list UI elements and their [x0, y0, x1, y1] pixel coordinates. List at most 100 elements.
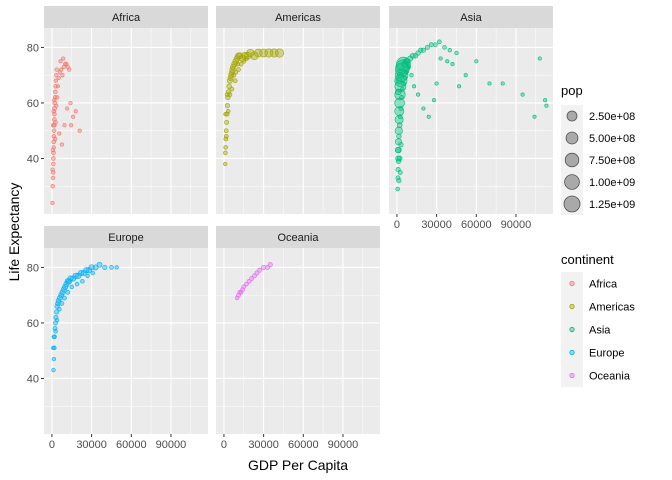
data-point — [236, 52, 244, 60]
panel-background — [389, 28, 553, 214]
color-legend-symbol — [569, 303, 575, 310]
data-point — [59, 67, 64, 72]
data-point — [416, 92, 421, 97]
facet-strip-label: Europe — [108, 232, 143, 244]
data-point — [396, 122, 403, 129]
facet-strip-label: Americas — [275, 12, 321, 24]
data-point — [50, 147, 56, 153]
data-point — [50, 175, 56, 181]
size-legend-label: 1.25e+09 — [589, 199, 635, 211]
data-point — [537, 56, 542, 61]
y-tick-label: 60 — [27, 98, 39, 110]
data-point — [223, 133, 229, 139]
data-point — [69, 284, 75, 290]
data-point — [442, 45, 447, 50]
data-point — [71, 114, 76, 119]
facet-strip — [216, 6, 380, 28]
y-tick-label: 40 — [27, 373, 39, 385]
data-point — [77, 128, 82, 133]
x-tick-label: 90000 — [156, 439, 187, 451]
data-point — [394, 106, 405, 117]
data-point — [244, 281, 249, 287]
facet-strip-label: Africa — [112, 12, 141, 24]
facet-strip — [44, 6, 208, 28]
data-point — [58, 59, 63, 64]
data-point — [487, 81, 492, 86]
data-point — [57, 131, 62, 136]
color-legend-title: continent — [561, 252, 614, 267]
data-point — [267, 262, 273, 268]
data-point — [397, 114, 403, 120]
data-point — [428, 42, 434, 48]
data-point — [62, 123, 67, 128]
data-point — [398, 106, 404, 111]
x-tick-label: 30000 — [421, 219, 452, 231]
data-point — [394, 115, 404, 125]
panel-background — [44, 28, 208, 214]
data-point — [395, 186, 400, 192]
data-point — [224, 119, 230, 125]
panel-background — [216, 248, 380, 434]
facet-strip — [44, 226, 208, 248]
data-point — [88, 264, 95, 271]
color-legend-label: Africa — [589, 279, 618, 291]
data-point — [50, 200, 55, 205]
x-tick-label: 60000 — [461, 219, 492, 231]
data-point — [224, 103, 230, 109]
data-point — [59, 289, 66, 296]
x-tick-label: 90000 — [328, 439, 359, 451]
data-point — [102, 264, 108, 270]
data-point — [544, 103, 549, 108]
data-point — [431, 98, 437, 103]
x-tick-label: 60000 — [116, 439, 147, 451]
color-legend-symbol — [569, 280, 575, 287]
legend: pop continent 2.50e+08 5.00e+08 7.50e+08 1.… — [561, 83, 635, 387]
data-point — [92, 264, 99, 271]
data-point — [396, 71, 404, 79]
data-point — [51, 367, 56, 373]
data-point — [396, 133, 402, 139]
data-point — [432, 42, 438, 48]
data-point — [54, 67, 59, 72]
size-legend-label: 2.50e+08 — [589, 111, 635, 123]
legend-key — [561, 272, 583, 295]
data-point — [53, 329, 58, 334]
data-point — [412, 84, 417, 89]
data-point — [445, 59, 450, 64]
data-point — [532, 114, 537, 119]
facet-strip — [216, 226, 380, 248]
x-tick-label: 0 — [49, 439, 55, 451]
data-point — [259, 48, 268, 58]
data-point — [54, 73, 59, 78]
x-tick-label: 0 — [394, 219, 400, 231]
points-oceania — [234, 262, 273, 301]
legend-key — [561, 318, 583, 341]
data-point — [51, 128, 57, 133]
facet-strip-label: Oceania — [278, 232, 320, 244]
points-asia — [394, 39, 549, 192]
data-point — [96, 261, 103, 268]
data-point — [394, 126, 403, 135]
points-europe — [51, 261, 119, 373]
data-point — [54, 103, 59, 108]
x-axis-title: GDP Per Capita — [248, 457, 348, 473]
facet-panel-oceania: Oceania — [216, 226, 380, 434]
data-point — [409, 52, 416, 59]
data-point — [500, 81, 505, 86]
data-point — [65, 106, 70, 111]
data-point — [424, 44, 430, 50]
data-point — [61, 56, 66, 61]
size-legend-symbol — [565, 131, 579, 145]
data-point — [223, 128, 229, 134]
legend-key — [561, 364, 583, 387]
data-point — [229, 86, 235, 92]
data-point — [54, 317, 60, 323]
y-axis-title: Life Expectancy — [6, 183, 22, 282]
size-legend-symbol — [564, 174, 580, 190]
data-point — [454, 50, 459, 56]
facet-panel-africa: Africa — [44, 6, 208, 214]
data-point — [51, 334, 57, 340]
facet-panel-asia: Asia — [389, 6, 553, 214]
data-point — [51, 161, 56, 167]
data-point — [52, 136, 58, 142]
